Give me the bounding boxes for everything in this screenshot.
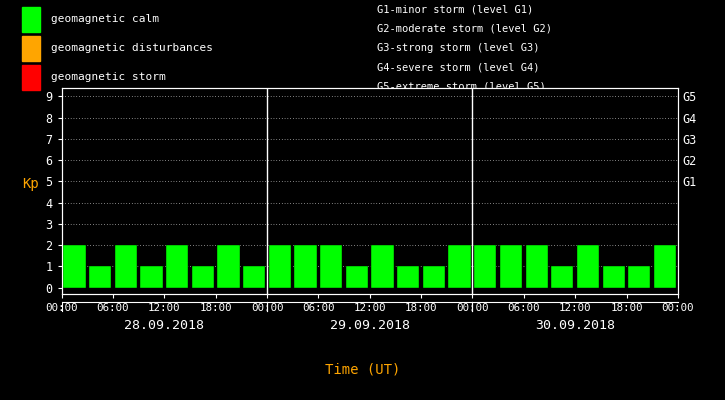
Bar [191,266,214,288]
Bar [474,245,497,288]
Text: G5-extreme storm (level G5): G5-extreme storm (level G5) [377,82,546,92]
Text: G3-strong storm (level G3): G3-strong storm (level G3) [377,43,539,53]
Text: 30.09.2018: 30.09.2018 [535,319,616,332]
Bar [500,245,522,288]
Bar [320,245,342,288]
Bar [63,245,86,288]
Text: Time (UT): Time (UT) [325,362,400,377]
Text: G1-minor storm (level G1): G1-minor storm (level G1) [377,4,534,14]
Bar [22,36,40,61]
Bar [449,245,471,288]
Bar [22,7,40,32]
Bar [294,245,317,288]
Bar [629,266,650,288]
Bar [602,266,625,288]
Bar [371,245,394,288]
Text: G2-moderate storm (level G2): G2-moderate storm (level G2) [377,24,552,34]
Bar [526,245,548,288]
Text: geomagnetic storm: geomagnetic storm [51,72,165,82]
Bar [397,266,419,288]
Bar [166,245,188,288]
Bar [679,266,702,288]
Bar [22,65,40,90]
Text: 28.09.2018: 28.09.2018 [124,319,204,332]
Bar [423,266,445,288]
Text: geomagnetic calm: geomagnetic calm [51,14,159,24]
Bar [115,245,137,288]
Bar [269,245,291,288]
Bar [551,266,573,288]
Bar [218,245,240,288]
Text: 29.09.2018: 29.09.2018 [330,319,410,332]
Text: G4-severe storm (level G4): G4-severe storm (level G4) [377,62,539,72]
Bar [141,266,162,288]
Bar [346,266,368,288]
Text: geomagnetic disturbances: geomagnetic disturbances [51,43,212,53]
Bar [243,266,265,288]
Bar [89,266,111,288]
Y-axis label: Kp: Kp [22,177,39,191]
Bar [577,245,599,288]
Bar [654,245,676,288]
